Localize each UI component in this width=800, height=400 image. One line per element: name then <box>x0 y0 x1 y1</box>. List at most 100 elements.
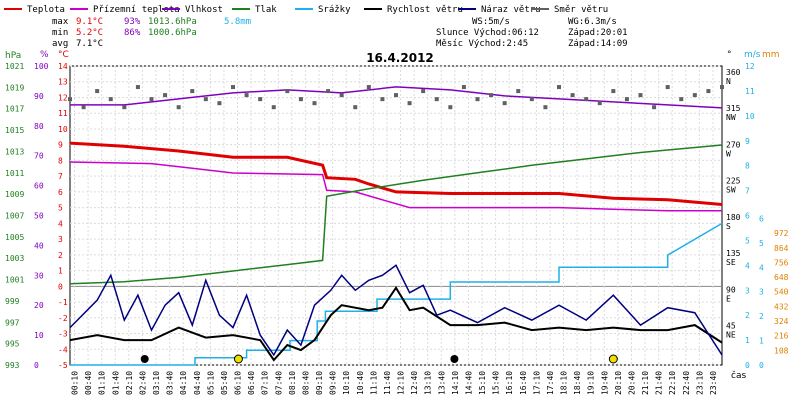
tick-hpa: 997 <box>5 318 20 327</box>
tick-degc: 7 <box>58 172 63 181</box>
wind-direction-dot <box>557 85 561 90</box>
wind-direction-dot <box>720 85 724 90</box>
tick-time: 08:10 <box>288 371 297 395</box>
tick-degc: -2 <box>58 314 68 323</box>
wind-direction-dot <box>407 101 412 106</box>
tick-pct: 80 <box>34 122 44 131</box>
tick-ms: 3 <box>745 286 750 295</box>
series-line-0 <box>69 141 723 206</box>
wind-direction-dot <box>611 89 616 94</box>
tick-hpa: 1011 <box>5 169 24 178</box>
tick-time: 15:10 <box>478 371 487 395</box>
tick-degc: 6 <box>58 188 63 197</box>
tick-hpa: 999 <box>5 297 20 306</box>
tick-degc: 11 <box>58 109 68 118</box>
tick-dir-name: SE <box>726 258 736 267</box>
tick-hpa: 1019 <box>5 83 24 92</box>
wind-direction-dot <box>448 105 453 110</box>
legend-label-5: Rychlost větru <box>387 5 463 15</box>
tick-time: 23:10 <box>695 371 704 395</box>
tick-mm: 1 <box>759 337 764 346</box>
wind-direction-dot <box>231 85 235 90</box>
wind-direction-dot <box>597 101 602 106</box>
stats-max-temp: 9.1°C <box>76 17 103 27</box>
legend-label-7: Směr větru <box>554 5 608 15</box>
tick-ms: 1 <box>745 336 750 345</box>
wind-direction-dot <box>380 97 385 102</box>
tick-time: 06:40 <box>247 371 256 395</box>
wind-direction-dot <box>502 101 507 106</box>
tick-mm: 3 <box>759 288 764 297</box>
tick-time: 16:40 <box>519 371 528 395</box>
stats-min-hum: 86% <box>124 28 141 38</box>
wind-direction-dot <box>122 105 127 110</box>
tick-degc: 3 <box>58 235 63 244</box>
tick-time: 01:10 <box>98 371 107 395</box>
moonset-info: Západ:14:09 <box>568 39 628 49</box>
tick-dir-name: N <box>726 77 731 86</box>
wind-direction-dot <box>543 105 548 110</box>
tick-ms: 5 <box>745 236 750 245</box>
sunrise-icon <box>233 354 243 364</box>
tick-mm-right: 108 <box>774 346 789 355</box>
tick-time: 17:10 <box>532 371 541 395</box>
legend-label-3: Tlak <box>255 5 277 15</box>
tick-dir-deg: 315 <box>726 104 741 113</box>
wind-direction-dot <box>584 97 589 102</box>
tick-time: 11:10 <box>369 371 378 395</box>
axis-title-ms: m/s <box>744 50 761 60</box>
axis-ticks: 1021101910171015101310111009100710051003… <box>5 62 789 395</box>
wind-direction-dot <box>176 105 181 110</box>
tick-mm: 6 <box>759 214 764 223</box>
tick-degc: -3 <box>58 330 68 339</box>
wind-direction-dot <box>461 85 466 90</box>
tick-hpa: 993 <box>5 361 20 370</box>
tick-hpa: 1005 <box>5 233 24 242</box>
wind-direction-dot <box>665 85 670 90</box>
tick-time: 15:40 <box>492 371 501 395</box>
legend: Teplota Přízemní teplota Vlhkost Tlak Srážky… <box>4 5 608 15</box>
axis-title-mm: mm <box>762 50 780 60</box>
sunset-info: Západ:20:01 <box>568 28 628 38</box>
wind-direction-dot <box>638 93 643 98</box>
wind-direction-dot <box>271 105 276 110</box>
series-line-2 <box>70 86 723 109</box>
moonrise-info: Měsíc Východ:2:45 <box>436 39 528 49</box>
tick-pct: 40 <box>34 241 44 250</box>
stats-header: max 9.1°C 93% 1013.6hPa 5.8mm min 5.2°C … <box>52 17 628 65</box>
legend-label-2: Vlhkost <box>185 5 223 15</box>
tick-ms: 8 <box>745 162 750 171</box>
tick-ms: 11 <box>745 87 755 96</box>
wind-direction-dot <box>258 97 263 102</box>
tick-time: 19:40 <box>600 371 609 395</box>
sunset-icon <box>608 354 618 364</box>
tick-dir-name: W <box>726 149 731 158</box>
tick-mm: 4 <box>759 263 764 272</box>
tick-time: 08:40 <box>301 371 310 395</box>
wind-direction-dot <box>217 101 222 106</box>
tick-time: 02:40 <box>138 371 147 395</box>
tick-degc: 13 <box>58 78 68 87</box>
tick-degc: 8 <box>58 156 63 165</box>
wind-direction-dot <box>312 101 317 106</box>
wind-direction-dot <box>516 89 521 94</box>
wind-direction-dot <box>624 97 629 102</box>
tick-mm: 0 <box>759 361 764 370</box>
stats-max-label: max <box>52 17 69 27</box>
tick-time: 09:40 <box>329 371 338 395</box>
tick-mm-right: 648 <box>774 273 789 282</box>
tick-ms: 10 <box>745 112 755 121</box>
wind-direction-dot <box>679 97 684 102</box>
wind-direction-dot <box>706 89 711 94</box>
series-line-3 <box>69 144 723 285</box>
tick-time: 22:10 <box>668 371 677 395</box>
tick-time: 12:10 <box>397 371 406 395</box>
tick-hpa: 995 <box>5 340 20 349</box>
tick-dir-deg: 180 <box>726 213 741 222</box>
wind-direction-dot <box>190 89 195 94</box>
moonset-icon <box>450 355 459 363</box>
tick-degc: 12 <box>58 93 68 102</box>
tick-mm-right: 432 <box>774 302 789 311</box>
legend-label-4: Srážky <box>318 5 351 15</box>
